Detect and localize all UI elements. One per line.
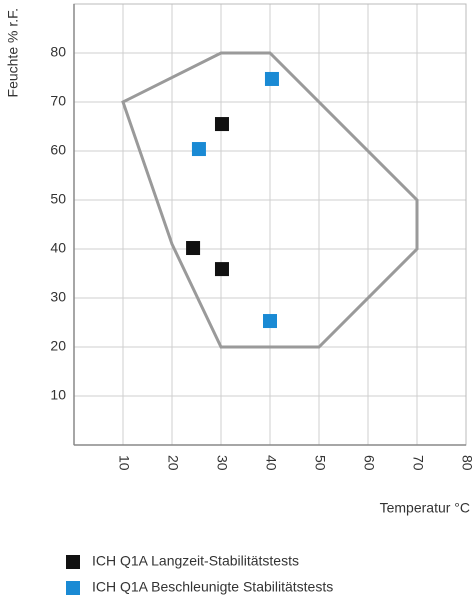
x-axis-title: Temperatur °C bbox=[380, 500, 470, 516]
x-tick-label: 20 bbox=[165, 455, 181, 471]
data-point bbox=[214, 117, 229, 132]
y-tick-label: 40 bbox=[50, 240, 66, 256]
y-tick-label: 60 bbox=[50, 142, 66, 158]
y-axis-title: Feuchte % r.F. bbox=[5, 8, 21, 97]
x-tick-label: 50 bbox=[312, 455, 328, 471]
data-point bbox=[191, 142, 206, 157]
y-tick-label: 30 bbox=[50, 289, 66, 305]
legend-label: ICH Q1A Langzeit-Stabilitätstests bbox=[92, 553, 299, 569]
x-tick-label: 30 bbox=[214, 455, 230, 471]
data-point bbox=[263, 314, 277, 329]
x-tick-label: 80 bbox=[459, 455, 475, 471]
x-tick-label: 40 bbox=[263, 455, 279, 471]
data-point bbox=[214, 262, 229, 277]
y-tick-label: 70 bbox=[50, 93, 66, 109]
data-point bbox=[186, 241, 201, 256]
x-tick-label: 70 bbox=[410, 455, 426, 471]
data-point bbox=[264, 71, 279, 86]
legend-swatch bbox=[66, 555, 80, 569]
y-tick-label: 80 bbox=[50, 44, 66, 60]
y-tick-label: 50 bbox=[50, 191, 66, 207]
y-tick-label: 10 bbox=[50, 387, 66, 403]
legend-swatch bbox=[66, 581, 80, 595]
legend-label: ICH Q1A Beschleunigte Stabilitätstests bbox=[92, 579, 333, 595]
x-tick-label: 10 bbox=[116, 455, 132, 471]
x-tick-label: 60 bbox=[361, 455, 377, 471]
y-tick-label: 20 bbox=[50, 338, 66, 354]
stability-region bbox=[121, 51, 419, 349]
